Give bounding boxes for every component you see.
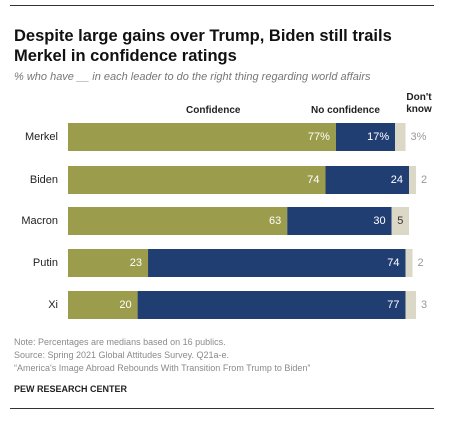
category-label: Merkel [25,131,58,143]
value-label: 23 [130,257,142,269]
footer: PEW RESEARCH CENTER [14,384,128,394]
value-label: 30 [373,215,385,227]
bar-segment [137,291,406,319]
category-label: Xi [48,299,58,311]
chart-title: Despite large gains over Trump, Biden st… [14,27,392,65]
value-label: 77% [308,131,330,143]
bar-segment [68,249,149,277]
bar-segment [391,207,410,235]
chart-subtitle: % who have __ in each leader to do the r… [14,71,371,83]
bar-segment [409,166,416,194]
bar-segment [405,291,416,319]
legend-label: Don't know [406,92,432,115]
chart: Merkel 77% 17% 3% Biden 74 24 2 Macron 63 30 5 Putin… [21,123,427,319]
value-label: 77 [387,299,399,311]
bar-segment [335,123,396,151]
value-label: 2 [421,174,427,186]
bar-segment [148,249,406,277]
bar-segment [68,123,336,151]
value-label: 74 [387,257,399,269]
note: Note: Percentages are medians based on 1… [14,337,226,347]
bar-segment [405,249,413,277]
value-label: 24 [391,174,403,186]
value-label: 3 [421,299,427,311]
bar-segment [287,207,392,235]
value-label: 5 [397,215,403,227]
value-label: 2 [418,257,424,269]
category-label: Putin [33,257,58,269]
note: “America's Image Abroad Rebounds With Tr… [14,363,311,373]
bar-segment [325,166,410,194]
bar-segment [68,207,288,235]
value-label: 20 [119,299,131,311]
legend-label: Confidence [186,105,241,116]
bar-segment [68,291,138,319]
note: Source: Spring 2021 Global Attitudes Sur… [14,350,229,360]
bottom-rule [10,408,434,409]
category-label: Macron [21,215,58,227]
category-label: Biden [30,174,58,186]
value-label: 17% [367,131,389,143]
value-label: 74 [307,174,319,186]
value-label: 3% [411,131,427,143]
legend-label: No confidence [311,105,380,116]
value-label: 63 [269,215,281,227]
bar-segment [395,123,406,151]
top-rule [10,5,434,6]
bar-segment [68,166,326,194]
